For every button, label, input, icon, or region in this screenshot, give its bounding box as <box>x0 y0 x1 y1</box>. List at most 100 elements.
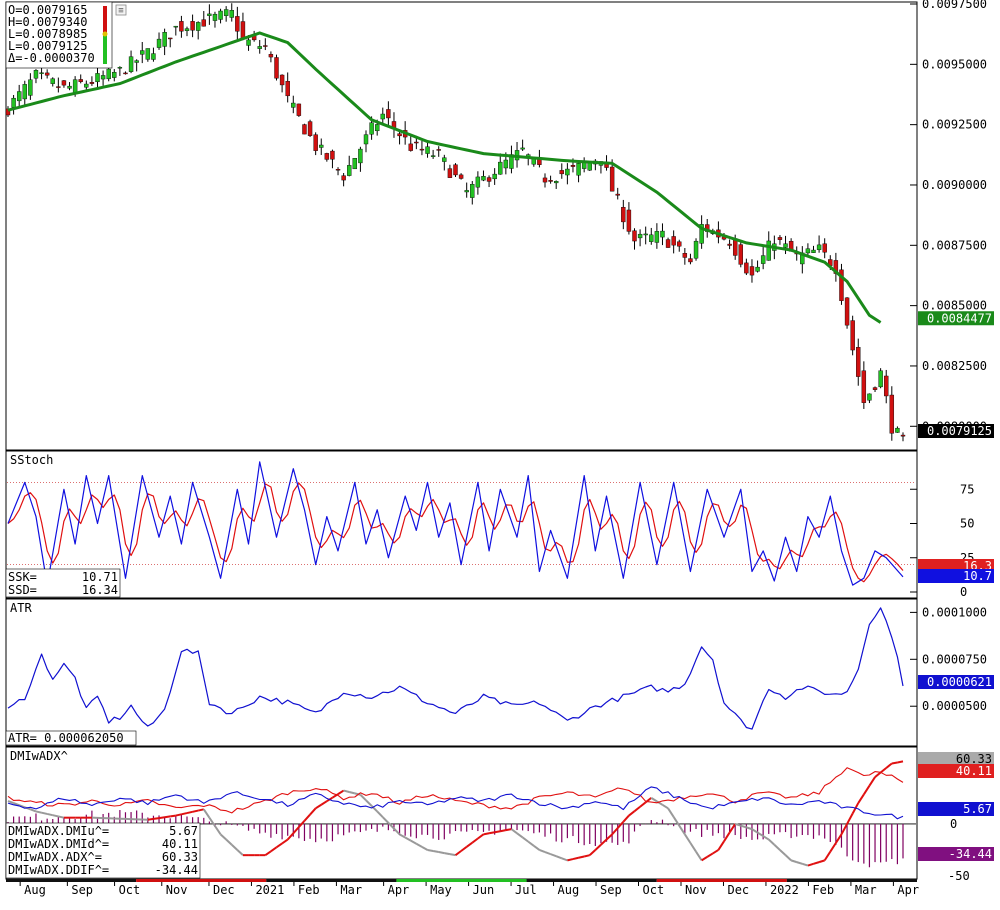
candle-body <box>123 73 127 74</box>
dmi-minus-last-tag: 40.11 <box>956 764 992 778</box>
candle-body <box>672 236 676 245</box>
candle-body <box>370 123 374 135</box>
candle-body <box>649 235 653 242</box>
candle-body <box>644 234 648 235</box>
candle-body <box>28 80 32 96</box>
candle-body <box>140 51 144 55</box>
candle-body <box>571 165 575 166</box>
atr-last-tag: 0.0000621 <box>927 675 992 689</box>
month-label: Sep <box>600 883 622 897</box>
atr-readout-text: ATR= 0.000062050 <box>8 731 124 745</box>
candle-body <box>12 98 16 107</box>
adx-segment <box>579 856 585 857</box>
candle-body <box>549 180 553 181</box>
candle-body <box>823 244 827 252</box>
candle-body <box>107 69 111 79</box>
candle-body <box>895 428 899 432</box>
svg-text:≡: ≡ <box>118 6 124 16</box>
stoch-k-last-tag: 10.7 <box>963 569 992 583</box>
candle-body <box>358 149 362 163</box>
candle-body <box>129 57 133 72</box>
candle-body <box>280 75 284 85</box>
candle-body <box>454 165 458 175</box>
candle-body <box>381 114 385 119</box>
candle-body <box>79 79 83 81</box>
adx-segment <box>483 833 489 834</box>
candle-body <box>493 174 497 179</box>
adx-segment <box>495 831 501 832</box>
candle-body <box>901 435 905 436</box>
adx-segment <box>176 814 182 815</box>
candle-body <box>448 169 452 178</box>
adx-segment <box>450 854 456 855</box>
candle-body <box>459 175 463 179</box>
adx-segment <box>153 818 159 819</box>
candle-body <box>157 39 161 47</box>
adx-segment <box>58 816 64 817</box>
price-tick-label: 0.0095000 <box>922 57 987 71</box>
candle-body <box>90 82 94 83</box>
adx-segment <box>489 832 495 833</box>
candle-body <box>778 237 782 239</box>
ddif-last-tag: -34.44 <box>949 847 992 861</box>
atr-tick-label: 0.0000750 <box>922 652 987 666</box>
candle-body <box>739 245 743 265</box>
candle-body <box>68 86 72 88</box>
candle-body <box>314 135 318 151</box>
month-label: Jun <box>473 883 495 897</box>
stoch-tick-label: 50 <box>960 517 974 531</box>
candle-body <box>660 231 664 237</box>
adx-segment <box>349 792 355 793</box>
adx-segment <box>47 814 53 815</box>
season-strip-segment <box>136 879 266 882</box>
candle-body <box>873 388 877 390</box>
month-label: May <box>430 883 452 897</box>
adx-segment <box>439 852 445 853</box>
candle-body <box>677 242 681 247</box>
candle-body <box>420 149 424 150</box>
month-label: Mar <box>340 883 362 897</box>
candle-body <box>45 73 49 75</box>
candle-body <box>884 376 888 396</box>
candle-body <box>185 29 189 31</box>
candle-body <box>263 46 267 47</box>
candle-body <box>51 79 55 84</box>
season-strip-segment <box>657 879 787 882</box>
candle-body <box>34 70 38 78</box>
candle-body <box>375 124 379 130</box>
ssd-label: SSD= <box>8 583 37 597</box>
month-label: Dec <box>213 883 235 897</box>
candle-body <box>616 194 620 195</box>
price-tick-label: 0.0092500 <box>922 118 987 132</box>
adx-segment <box>433 851 439 852</box>
candle-body <box>56 87 60 88</box>
candle-body <box>258 46 262 48</box>
dmi-minus-label: DMIwADX.DMId^= <box>8 837 109 851</box>
adx-segment <box>506 829 512 830</box>
month-label: Mar <box>855 883 877 897</box>
candle-body <box>247 40 251 46</box>
atr-panel-title: ATR <box>10 601 32 615</box>
adx-segment <box>42 813 48 814</box>
candle-body <box>761 256 765 264</box>
month-label: Oct <box>119 883 141 897</box>
candle-body <box>62 81 66 86</box>
adx-segment <box>170 816 176 817</box>
dmi-zero-label: 0 <box>950 817 957 831</box>
adx-segment <box>567 859 573 860</box>
candle-body <box>40 73 44 74</box>
candle-body <box>224 9 228 15</box>
candle-body <box>168 38 172 39</box>
candle-body <box>353 158 357 169</box>
candle-body <box>476 177 480 187</box>
candle-body <box>179 21 183 31</box>
candle-body <box>688 259 692 262</box>
stoch-panel-title: SStoch <box>10 453 53 467</box>
season-strip-segment <box>787 879 917 882</box>
candle-body <box>655 231 659 242</box>
candle-body <box>470 184 474 197</box>
month-label: Apr <box>897 883 919 897</box>
candle-body <box>398 134 402 136</box>
